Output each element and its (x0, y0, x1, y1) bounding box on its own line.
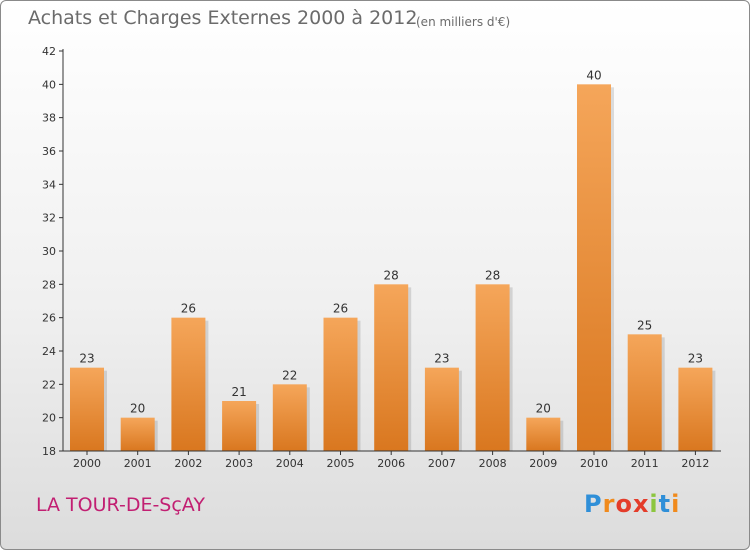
y-tick-label-38: 38 (42, 112, 56, 125)
logo-letter: t (658, 490, 672, 518)
x-tick-label-2006: 2006 (377, 457, 405, 470)
x-tick-label-2005: 2005 (327, 457, 355, 470)
value-label-2005: 26 (333, 302, 348, 316)
x-tick-label-2011: 2011 (631, 457, 659, 470)
logo-letter: r (602, 490, 616, 518)
y-tick-label-26: 26 (42, 312, 56, 325)
y-tick-label-34: 34 (42, 178, 56, 191)
y-tick-label-40: 40 (42, 78, 56, 91)
value-label-2004: 22 (282, 368, 297, 382)
logo-letter: i (649, 490, 659, 518)
value-label-2006: 28 (384, 268, 399, 282)
bar-2001 (120, 417, 155, 451)
y-tick-label-22: 22 (42, 378, 56, 391)
x-tick-label-2012: 2012 (681, 457, 709, 470)
x-tick-label-2007: 2007 (428, 457, 456, 470)
value-label-2011: 25 (637, 318, 652, 332)
x-tick-label-2001: 2001 (124, 457, 152, 470)
x-tick-label-2004: 2004 (276, 457, 304, 470)
y-tick-label-28: 28 (42, 278, 56, 291)
x-tick-label-2000: 2000 (73, 457, 101, 470)
bar-2003 (222, 401, 257, 451)
proxiti-logo: Proxiti (584, 490, 680, 518)
bar-2012 (678, 367, 713, 451)
y-tick-label-36: 36 (42, 145, 56, 158)
bar-2010 (577, 84, 611, 451)
bar-2002 (171, 317, 206, 451)
logo-letter: x (632, 490, 650, 518)
value-label-2001: 20 (130, 402, 145, 416)
bar-2009 (526, 417, 561, 451)
bar-2006 (374, 284, 409, 451)
bar-2004 (272, 384, 307, 451)
bar-2007 (424, 367, 459, 451)
x-tick-label-2002: 2002 (174, 457, 202, 470)
y-tick-label-18: 18 (42, 445, 56, 458)
chart-subtitle: (en milliers d'€) (416, 15, 511, 29)
y-tick-label-42: 42 (42, 45, 56, 58)
y-tick-label-24: 24 (42, 345, 56, 358)
value-label-2000: 23 (79, 352, 94, 366)
bar-2000 (70, 367, 104, 451)
x-tick-label-2009: 2009 (529, 457, 557, 470)
chart-title: Achats et Charges Externes 2000 à 2012 (28, 7, 418, 29)
x-tick-label-2010: 2010 (580, 457, 608, 470)
y-tick-label-30: 30 (42, 245, 56, 258)
value-label-2012: 23 (688, 352, 703, 366)
logo-letter: P (584, 490, 603, 518)
logo-letter: o (615, 490, 633, 518)
value-label-2002: 26 (181, 302, 196, 316)
value-label-2008: 28 (485, 268, 500, 282)
x-tick-label-2008: 2008 (479, 457, 507, 470)
value-label-2009: 20 (536, 402, 551, 416)
value-label-2007: 23 (434, 352, 449, 366)
location-label: LA TOUR-DE-SçAY (36, 494, 205, 516)
value-label-2010: 40 (586, 68, 601, 82)
y-tick-label-32: 32 (42, 212, 56, 225)
y-tick-label-20: 20 (42, 412, 56, 425)
logo-letter: i (671, 490, 681, 518)
x-tick-label-2003: 2003 (225, 457, 253, 470)
bar-2008 (475, 284, 510, 451)
bar-2005 (323, 317, 358, 451)
bar-2011 (627, 334, 662, 451)
value-label-2003: 21 (231, 385, 246, 399)
